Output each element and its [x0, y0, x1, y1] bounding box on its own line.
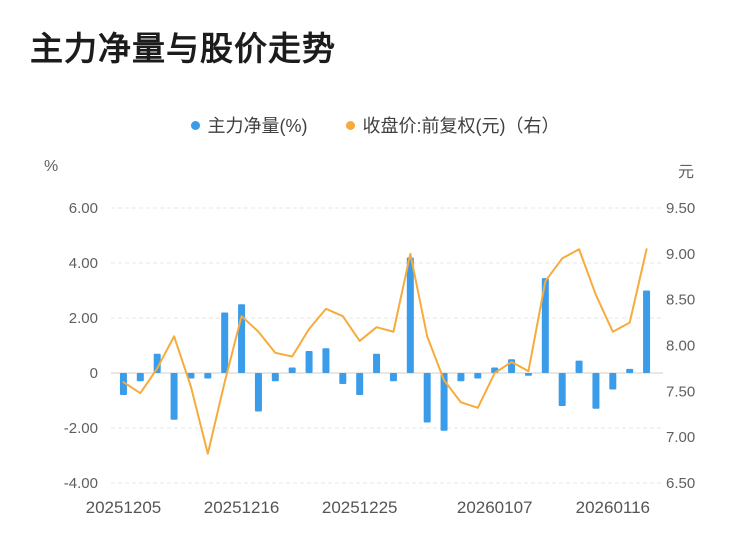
right-axis-tick-label: 8.50 [666, 292, 695, 309]
net-volume-bar [271, 373, 279, 382]
right-axis-unit-label: 元 [678, 164, 695, 181]
net-volume-bar [389, 373, 397, 382]
close-price-line [122, 248, 648, 455]
legend-dot-close-price-icon [345, 120, 355, 130]
net-volume-bar [373, 353, 381, 373]
x-axis-tick-label: 20251205 [86, 498, 162, 517]
net-volume-bar [153, 353, 161, 373]
net-volume-bar [339, 373, 347, 384]
net-volume-bar [254, 373, 262, 412]
right-axis-tick-label: 6.50 [666, 475, 695, 492]
x-axis-tick-label: 20260107 [457, 498, 533, 517]
net-volume-bar [221, 312, 229, 373]
legend-item-close-price: 收盘价:前复权(元)（右） [345, 112, 560, 138]
right-axis-tick-label: 8.00 [666, 338, 695, 355]
x-axis-tick-label: 20251216 [204, 498, 280, 517]
net-volume-bar [558, 373, 566, 406]
legend-label-main-net-volume: 主力净量(%) [207, 116, 308, 136]
net-volume-bar [288, 367, 296, 373]
net-volume-bar [609, 373, 617, 390]
net-volume-bar [440, 373, 448, 431]
net-volume-bar [322, 348, 330, 373]
x-axis-tick-label: 20251225 [322, 498, 398, 517]
left-axis-tick-label: 4.00 [69, 255, 98, 272]
net-volume-bar [423, 373, 431, 423]
legend-label-close-price: 收盘价:前复权(元)（右） [362, 116, 560, 136]
legend-item-main-net-volume: 主力净量(%) [190, 112, 308, 138]
net-volume-bar [170, 373, 178, 420]
net-volume-bar [204, 373, 212, 379]
x-axis-tick-label: 20260116 [576, 498, 650, 517]
net-volume-bar [238, 304, 246, 373]
net-volume-bar [136, 373, 144, 382]
net-volume-bar [541, 278, 549, 373]
net-volume-bar [524, 373, 532, 376]
left-axis-tick-label: 6.00 [69, 200, 98, 217]
net-volume-bar [356, 373, 364, 395]
legend-dot-main-net-volume-icon [190, 120, 200, 130]
net-volume-bar [457, 373, 465, 382]
net-volume-bar [643, 290, 651, 373]
net-volume-bar [305, 351, 313, 373]
net-volume-bar [187, 373, 195, 379]
left-axis-tick-label: 0 [90, 365, 98, 382]
net-volume-bar [626, 368, 634, 373]
right-axis-tick-label: 9.50 [666, 200, 695, 217]
left-axis-tick-label: -4.00 [64, 475, 98, 492]
net-volume-bar [474, 373, 482, 379]
chart-title: 主力净量与股价走势 [30, 30, 336, 67]
net-volume-bar [119, 373, 127, 395]
left-axis-tick-label: -2.00 [64, 420, 98, 437]
net-volume-bar [592, 373, 600, 409]
legend: 主力净量(%) 收盘价:前复权(元)（右） [0, 112, 750, 138]
left-axis-tick-label: 2.00 [69, 310, 98, 327]
net-volume-bar [575, 360, 583, 373]
net-volume-bar [406, 257, 414, 373]
right-axis-tick-label: 7.00 [666, 429, 695, 446]
left-axis-unit-label: % [44, 158, 59, 175]
right-axis-tick-label: 9.00 [666, 246, 695, 263]
right-axis-tick-label: 7.50 [666, 383, 695, 400]
